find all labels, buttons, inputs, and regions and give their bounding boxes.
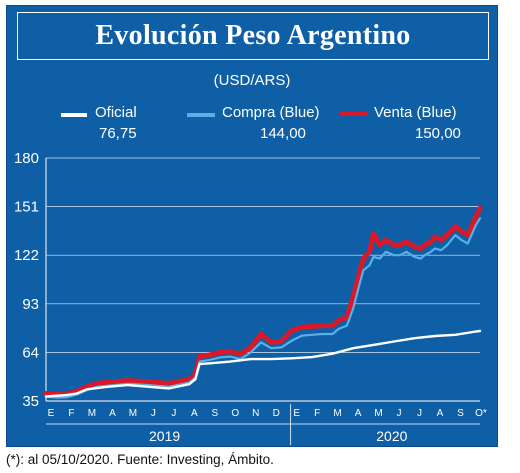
y-tick-label: 122 (14, 247, 39, 264)
y-tick-label: 93 (22, 296, 39, 313)
x-tick-label: J (171, 408, 176, 419)
legend-swatch-venta (339, 112, 367, 116)
x-tick-label: F (314, 408, 320, 419)
x-tick-label: O* (475, 408, 487, 419)
legend-label-venta: Venta (Blue) (374, 104, 457, 121)
legend-swatch-compra (187, 113, 215, 117)
x-tick-label: M (88, 408, 96, 419)
x-tick-label: J (417, 408, 422, 419)
x-tick-label: J (397, 408, 402, 419)
legend-label-oficial: Oficial (95, 104, 137, 121)
chart-panel: Evolución Peso Argentino (USD/ARS) Ofici… (6, 5, 498, 447)
legend-value-oficial: 76,75 (99, 125, 137, 142)
unit-label: (USD/ARS) (213, 72, 291, 89)
x-tick-label: J (151, 408, 156, 419)
x-tick-label: M (129, 408, 137, 419)
y-tick-label: 64 (22, 344, 39, 361)
series-line-venta (43, 205, 483, 398)
x-tick-label: S (457, 408, 464, 419)
legend-value-compra: 144,00 (260, 125, 306, 142)
y-tick-label: 35 (22, 393, 39, 410)
x-tick-label: N (252, 408, 259, 419)
x-tick-label: F (68, 408, 74, 419)
x-tick-label: M (333, 408, 341, 419)
series-line-compra (44, 217, 482, 399)
title-bar: Evolución Peso Argentino (17, 12, 489, 60)
x-tick-label: E (293, 408, 300, 419)
x-tick-label: O (231, 408, 239, 419)
x-tick-label: A (191, 408, 198, 419)
footnote: (*): al 05/10/2020. Fuente: Investing, Á… (6, 452, 274, 467)
y-tick-label: 151 (14, 199, 39, 216)
x-tick-label: D (273, 408, 280, 419)
series-line-oficial (44, 329, 482, 398)
x-tick-label: A (109, 408, 116, 419)
chart-title: Evolución Peso Argentino (95, 20, 411, 51)
x-tick-label: S (211, 408, 218, 419)
legend-swatch-oficial (61, 113, 87, 117)
year-label: 2020 (376, 428, 407, 444)
legend-value-venta: 150,00 (415, 125, 461, 142)
plot-area: 35 64 93 122 151 180 E F M A M J J A S O N D E F M A M J J A S O* 20… (14, 150, 487, 445)
year-label: 2019 (149, 428, 180, 444)
legend-label-compra: Compra (Blue) (222, 104, 320, 121)
y-tick-label: 180 (14, 150, 39, 167)
x-tick-label: A (355, 408, 362, 419)
x-tick-label: A (437, 408, 444, 419)
x-tick-label: M (374, 408, 382, 419)
x-tick-label: E (48, 408, 55, 419)
